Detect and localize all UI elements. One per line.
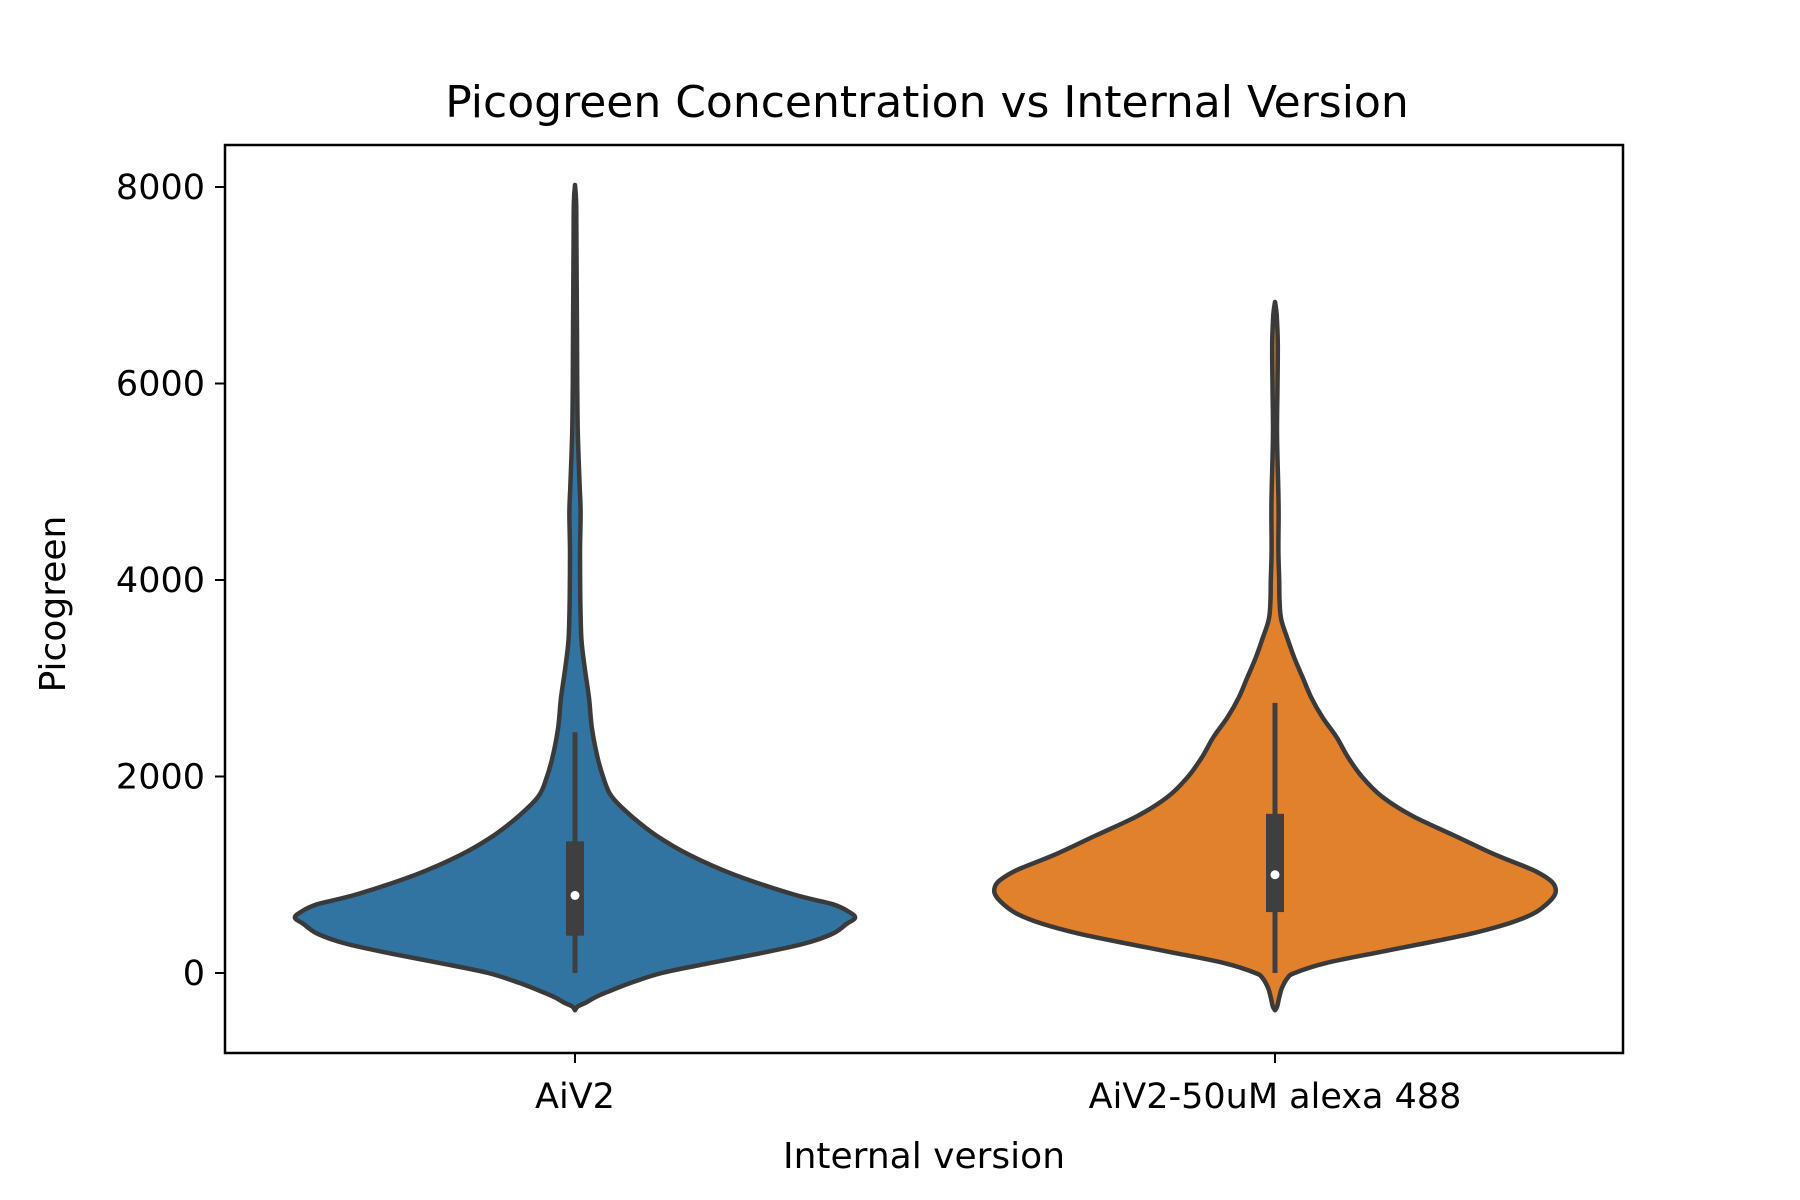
x-axis-label: Internal version <box>783 1136 1065 1177</box>
y-axis: 0 2000 4000 6000 8000 <box>116 168 225 994</box>
iqr-box-aiv2-50um-alexa-488 <box>1266 813 1284 913</box>
violins-group <box>292 182 1559 1013</box>
y-tick-label: 2000 <box>116 758 205 798</box>
median-marker-aiv2-50um-alexa-488 <box>1270 870 1280 880</box>
y-tick-label: 6000 <box>116 365 205 405</box>
y-axis-label: Picogreen <box>33 516 74 693</box>
iqr-box-aiv2 <box>566 841 584 936</box>
violin-aiv2-50um-alexa-488 <box>991 299 1559 1013</box>
chart-title: Picogreen Concentration vs Internal Vers… <box>445 77 1409 128</box>
plot-frame <box>223 143 1625 1055</box>
y-tick-label: 0 <box>183 954 205 994</box>
x-tick-label: AiV2 <box>535 1077 615 1117</box>
y-tick-label: 8000 <box>116 168 205 208</box>
x-tick-label: AiV2-50uM alexa 488 <box>1089 1077 1462 1117</box>
violin-aiv2 <box>292 182 858 1013</box>
median-marker-aiv2 <box>570 890 580 900</box>
x-axis: AiV2 AiV2-50uM alexa 488 <box>535 1053 1461 1117</box>
y-tick-label: 4000 <box>116 561 205 601</box>
